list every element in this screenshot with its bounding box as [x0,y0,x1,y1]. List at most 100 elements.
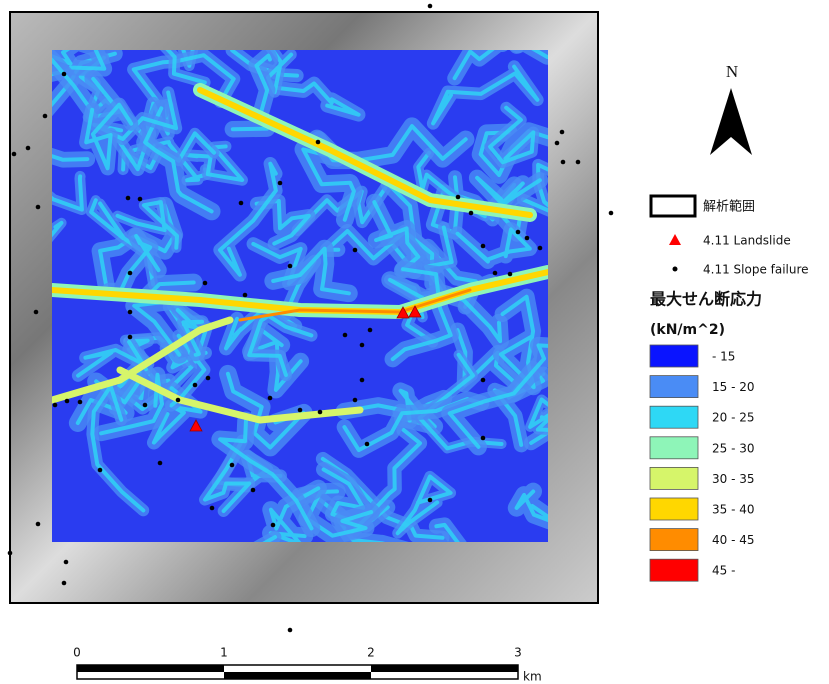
legend-class-label: 40 - 45 [712,533,755,547]
slope-failure-point [243,293,248,298]
slope-failure-point [538,246,543,251]
slope-failure-point [481,436,486,441]
slope-failure-point [268,396,273,401]
slope-failure-point [508,272,513,277]
slope-failure-point [62,581,67,586]
slope-failure-point [78,400,83,405]
slope-failure-point [609,211,614,216]
slope-failure-point [469,211,474,216]
slope-failure-point [36,522,41,527]
slope-failure-point [158,461,163,466]
slope-failure-point [456,195,461,200]
slope-failure-point [128,335,133,340]
slope-failure-point [230,463,235,468]
map: N 解析範囲 4.11 Landslide 4.11 Slope failure… [0,0,829,684]
scale-tick-label: 2 [367,646,375,660]
legend-unit: (kN/m^2) [650,322,725,338]
slope-failure-point [210,506,215,511]
scale-bar: km 0 1 2 3 [73,646,541,684]
slope-failure-point [138,197,143,202]
legend-class-label: 45 - [712,564,735,578]
slope-failure-point [298,408,303,413]
slope-failure-point [193,383,198,388]
slope-failure-point [53,403,58,408]
slope-failure-point [561,160,566,165]
slope-failure-point [64,560,69,565]
scale-bar [371,665,518,672]
legend: - 15 15 - 20 20 - 25 25 - 30 30 - 35 35 - 40 4… [650,345,755,581]
slope-failure-point [481,378,486,383]
slope-failure-point [516,230,521,235]
slope-failure-point [12,152,17,157]
legend [669,234,681,245]
slope-failure-point [126,196,131,201]
legend-class-label: 25 - 30 [712,441,755,455]
slope-failure-point [271,523,276,528]
slope-failure-point [128,271,133,276]
legend-class-label: 35 - 40 [712,503,755,517]
slope-failure-point [65,399,70,404]
legend-swatch [650,559,698,581]
legend-class-label: 30 - 35 [712,472,755,486]
slope-failure-point [143,403,148,408]
slope-failure-point [288,264,293,269]
scale-unit: km [523,670,542,684]
slope-failure-point [8,551,13,556]
slope-failure-point [62,72,67,77]
scale-tick-label: 1 [220,646,228,660]
legend-swatch [650,345,698,367]
north-arrow [710,88,731,155]
slope-failure-point [26,146,31,151]
slope-failure-point [560,130,565,135]
slope-failure-point [288,628,293,633]
slope-failure-point [481,244,486,249]
legend: 解析範囲 4.11 Landslide 4.11 Slope failure 最… [650,196,809,581]
scale-bar [224,672,371,679]
scale-tick-label: 0 [73,646,81,660]
legend [673,267,678,272]
slope-failure-point [525,236,530,241]
legend-swatch [650,406,698,428]
slope-failure-point [239,201,244,206]
scale-tick-label: 3 [514,646,522,660]
slope-failure-point [360,343,365,348]
slope-failure-point [206,376,211,381]
slope-failure-point [43,114,48,119]
slope-failure-point [428,4,433,9]
slope-failure-point [493,271,498,276]
legend-landslide: 4.11 Landslide [703,234,791,248]
north-label: N [726,62,738,81]
slope-failure-point [128,310,133,315]
slope-failure-point [353,248,358,253]
slope-failure-point [365,442,370,447]
legend-boundary: 解析範囲 [703,200,755,215]
slope-failure-point [98,468,103,473]
legend-swatch [650,529,698,551]
legend-class-label: - 15 [712,350,735,364]
slope-failure-point [576,160,581,165]
slope-failure-point [278,181,283,186]
legend-class-label: 20 - 25 [712,411,755,425]
legend-swatch [650,498,698,520]
legend [651,196,695,216]
slope-failure-point [34,310,39,315]
slope-failure-point [36,205,41,210]
north-arrow: N [710,62,752,155]
legend-class-label: 15 - 20 [712,380,755,394]
legend-slope-failure: 4.11 Slope failure [703,263,809,277]
slope-failure-point [353,398,358,403]
legend-swatch [650,467,698,489]
stress-raster [0,0,602,613]
legend-title: 最大せん断応力 [650,290,762,309]
legend-swatch [650,376,698,398]
slope-failure-point [318,410,323,415]
north-arrow [731,88,752,155]
slope-failure-point [203,281,208,286]
slope-failure-point [368,328,373,333]
slope-failure-point [251,488,256,493]
slope-failure-point [360,378,365,383]
slope-failure-point [176,398,181,403]
slope-failure-point [428,498,433,503]
scale-bar [77,665,224,672]
slope-failure-point [316,140,321,145]
